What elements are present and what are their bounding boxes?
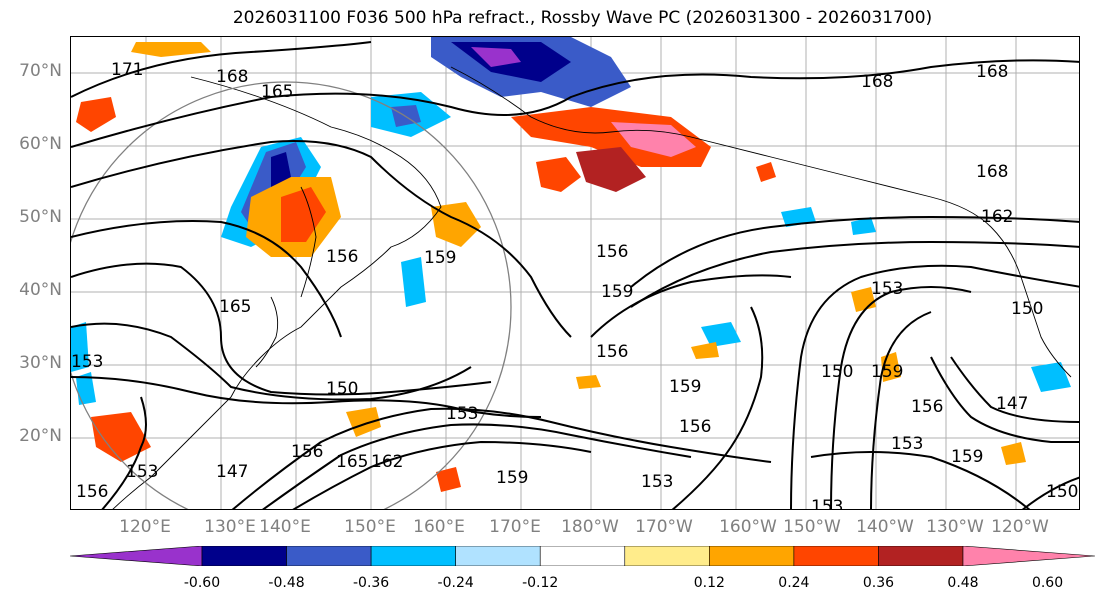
lon-label-120e: 120°E <box>119 517 171 537</box>
contour-label: 168 <box>976 62 1008 82</box>
contour-label: 159 <box>951 447 983 467</box>
colorbar-tick-label: 0.48 <box>947 575 979 591</box>
map-panel: 171 168 165 168 168 168 162 156 159 156 … <box>70 36 1080 510</box>
colorbar-tick-label: -0.60 <box>183 575 221 591</box>
colorbar-cell <box>793 546 879 566</box>
colorbar-tick-label: -0.12 <box>522 575 559 591</box>
colorbar-cell <box>624 546 710 566</box>
map-title: 2026031100 F036 500 hPa refract., Rossby… <box>232 8 933 28</box>
contour-label: 171 <box>111 60 143 80</box>
colorbar-cell <box>70 546 203 566</box>
contour-label: 156 <box>596 242 628 262</box>
contour-label: 156 <box>679 417 711 437</box>
contour-label: 153 <box>446 404 478 424</box>
lat-label-70n: 70°N <box>19 61 62 81</box>
contour-label: 165 <box>336 452 368 472</box>
colorbar-tick-label: 0.24 <box>778 575 810 591</box>
lon-label-160e: 160°E <box>413 517 465 537</box>
colorbar-cell <box>539 546 626 566</box>
contour-label: 168 <box>861 72 893 92</box>
contour-label: 159 <box>669 377 701 397</box>
contour-label: 153 <box>126 462 158 482</box>
colorbar-tick-label: -0.48 <box>268 575 305 591</box>
contour-label: 156 <box>911 397 943 417</box>
contour-label: 159 <box>871 362 903 382</box>
lon-label-140e: 140°E <box>259 517 311 537</box>
contour-label: 156 <box>326 247 358 267</box>
contour-label: 168 <box>216 67 248 87</box>
colorbar-cell <box>962 546 1095 566</box>
contour-label: 153 <box>811 497 843 510</box>
contour-label: 153 <box>641 472 673 492</box>
contour-label: 156 <box>76 482 108 502</box>
coastlines <box>112 66 1072 509</box>
contour-label: 165 <box>261 82 293 102</box>
lon-label-160w: 160°W <box>719 517 777 537</box>
colorbar-cell <box>709 546 795 566</box>
map-canvas: 171 168 165 168 168 168 162 156 159 156 … <box>71 37 1079 510</box>
lon-label-150e: 150°E <box>344 517 396 537</box>
lon-label-140w: 140°W <box>856 517 914 537</box>
graticule <box>71 37 1079 509</box>
lat-label-60n: 60°N <box>19 134 62 154</box>
colorbar-tick-label: 0.60 <box>1031 575 1064 591</box>
colorbar-cell <box>286 546 372 566</box>
colorbar <box>70 546 1095 566</box>
contour-label: 159 <box>496 468 528 488</box>
contour-label: 168 <box>976 162 1008 182</box>
contour-label: 159 <box>424 248 456 268</box>
colorbar-tick-label: -0.36 <box>352 575 390 591</box>
height-contours <box>71 41 1079 509</box>
contour-label: 153 <box>891 434 923 454</box>
lat-label-20n: 20°N <box>19 426 62 446</box>
colorbar-cell <box>878 546 964 566</box>
contour-label-layer: 171 168 165 168 168 168 162 156 159 156 … <box>71 60 1078 510</box>
lat-label-30n: 30°N <box>19 353 62 373</box>
lon-label-180w: 180°W <box>561 517 619 537</box>
colorbar-tick-label: 0.36 <box>862 575 895 591</box>
contour-label: 156 <box>596 342 628 362</box>
lon-label-170w: 170°W <box>635 517 693 537</box>
contour-label: 147 <box>996 394 1028 414</box>
contour-label: 153 <box>871 279 903 299</box>
lon-label-170e: 170°E <box>489 517 541 537</box>
contour-label: 150 <box>1046 482 1078 502</box>
great-circle-overlay <box>71 81 512 509</box>
contour-label: 165 <box>219 297 251 317</box>
contour-label: 150 <box>326 379 358 399</box>
lat-label-50n: 50°N <box>19 207 62 227</box>
colorbar-cell <box>455 546 541 566</box>
contour-label: 162 <box>371 452 403 472</box>
contour-label: 159 <box>601 282 633 302</box>
contour-label: 147 <box>216 462 248 482</box>
colorbar-tick-label: -0.24 <box>437 575 474 591</box>
lon-label-120w: 120°W <box>991 517 1049 537</box>
colorbar-cell <box>370 546 456 566</box>
contour-label: 150 <box>1011 299 1043 319</box>
colorbar-tick-label: 0.12 <box>693 575 725 591</box>
contour-label: 156 <box>291 442 323 462</box>
lon-label-150w: 150°W <box>783 517 841 537</box>
contour-label: 162 <box>981 207 1013 227</box>
lat-label-40n: 40°N <box>19 280 62 300</box>
colorbar-cell <box>201 546 287 566</box>
lon-label-130w: 130°W <box>926 517 984 537</box>
contour-label: 153 <box>71 352 103 372</box>
lon-label-130e: 130°E <box>204 517 256 537</box>
contour-label: 150 <box>821 362 853 382</box>
